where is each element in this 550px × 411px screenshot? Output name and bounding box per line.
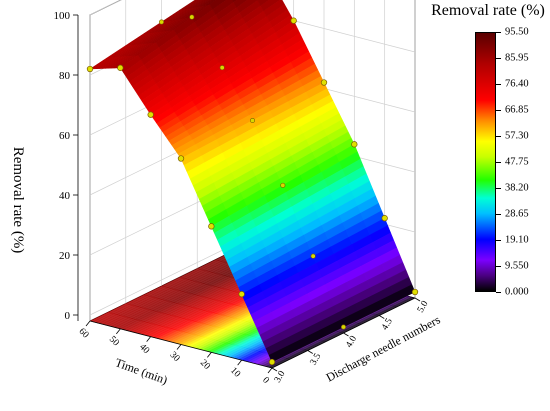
z-tick-label: 0	[65, 310, 71, 322]
surface-cell	[200, 0, 213, 7]
colorbar-tick-mark	[496, 162, 501, 163]
x-tick-mark	[116, 328, 121, 335]
colorbar-tick-mark	[496, 188, 501, 189]
data-point	[159, 19, 165, 25]
x-tick-mark	[237, 359, 242, 366]
colorbar-tick-label: 95.50	[505, 26, 529, 38]
x-tick-mark	[85, 320, 91, 327]
data-points	[86, 14, 419, 366]
z-tick-label: 40	[59, 190, 71, 202]
data-point	[189, 14, 195, 20]
surface-cell	[206, 0, 217, 6]
z-tick-label: 100	[54, 10, 71, 22]
x-tick-label: 20	[198, 358, 212, 372]
colorbar-tick-mark	[496, 266, 501, 267]
x-tick-label: 30	[168, 350, 182, 364]
colorbar-title: Removal rate (%)	[431, 2, 545, 19]
x-tick-label: 10	[228, 366, 242, 380]
z-tick-label: 60	[59, 130, 71, 142]
data-point	[411, 288, 419, 296]
x-axis-title: Time (min)	[113, 355, 169, 387]
surface-cell	[393, 284, 416, 302]
data-point	[219, 65, 225, 71]
data-point	[147, 111, 154, 118]
y-tick-label: 4.5	[380, 317, 395, 333]
x-tick-mark	[176, 344, 182, 350]
surface-cell	[188, 0, 204, 9]
surface-cell	[257, 0, 270, 7]
colorbar-tick-mark	[496, 58, 501, 59]
surface-mesh	[89, 0, 416, 363]
data-point	[310, 253, 316, 259]
colorbar-tick-mark	[496, 32, 501, 33]
surface-cell	[194, 0, 208, 8]
z-axis-title: Removal rate (%)	[10, 147, 26, 254]
y-tick-mark	[307, 350, 313, 354]
colorbar-tick-mark	[496, 240, 501, 241]
y-tick-label: 5.0	[416, 299, 431, 315]
data-point	[280, 182, 286, 188]
colorbar-tick-label: 28.65	[505, 208, 529, 220]
colorbar-gradient	[475, 32, 496, 292]
colorbar-tick-label: 85.95	[505, 52, 529, 64]
colorbar-tick-mark	[496, 214, 501, 215]
data-point	[177, 155, 185, 162]
y-tick-mark	[271, 367, 278, 372]
data-point	[238, 291, 245, 298]
data-point	[381, 215, 388, 222]
y-tick-mark	[379, 315, 385, 319]
y-tick-mark	[343, 332, 349, 337]
data-point	[268, 358, 276, 366]
colorbar-tick-label: 19.10	[505, 234, 529, 246]
colorbar-tick-mark	[496, 136, 501, 137]
y-tick-mark	[414, 297, 421, 302]
colorbar-tick-mark	[496, 110, 501, 111]
surface-cell	[233, 0, 248, 8]
y-tick-label: 3.5	[309, 352, 324, 368]
colorbar-tick-label: 47.75	[505, 156, 529, 168]
surface-cell	[191, 0, 206, 9]
z-tick-label: 80	[59, 70, 71, 82]
x-tick-label: 40	[137, 342, 151, 356]
colorbar-tick-label: 9.550	[505, 260, 529, 272]
data-point	[250, 118, 256, 124]
surface-cell	[197, 0, 210, 7]
data-point	[86, 65, 94, 73]
data-point	[351, 141, 358, 148]
x-tick-mark	[146, 336, 151, 342]
colorbar-tick-label: 38.20	[505, 182, 529, 194]
data-point	[117, 64, 124, 71]
data-point	[290, 17, 297, 24]
y-tick-label: 4.0	[344, 334, 359, 350]
colorbar-tick-mark	[496, 292, 501, 293]
data-point	[340, 324, 346, 330]
x-tick-label: 60	[77, 327, 91, 341]
data-point	[208, 223, 215, 230]
data-point	[320, 79, 328, 86]
colorbar-tick-label: 0.000	[505, 286, 529, 298]
colorbar-tick-label: 66.85	[505, 104, 529, 116]
z-tick-label: 20	[59, 250, 71, 262]
x-tick-mark	[207, 352, 212, 358]
colorbar-tick-label: 76.40	[505, 78, 529, 90]
x-tick-mark	[267, 367, 273, 374]
x-tick-label: 0	[260, 375, 271, 386]
surface-cell	[203, 0, 215, 6]
x-tick-label: 50	[107, 335, 121, 349]
colorbar-tick-label: 57.30	[505, 130, 529, 142]
y-tick-label: 3.0	[273, 369, 288, 385]
colorbar-tick-mark	[496, 84, 501, 85]
